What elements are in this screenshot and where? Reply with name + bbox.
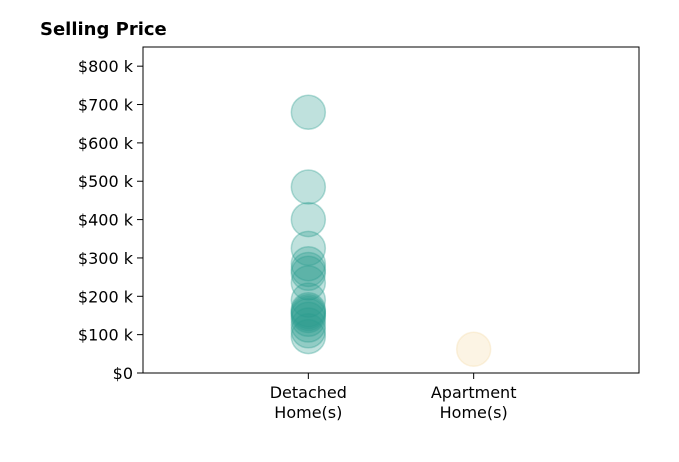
scatter-point (455, 331, 492, 367)
scatter-point (290, 291, 327, 328)
chart-title: Selling Price (40, 19, 167, 40)
y-tick-label: $500 k (78, 172, 134, 191)
y-axis: $0 $100 k $200 k $300 k $400 k $500 k $600 k $7… (78, 57, 143, 383)
scatter-points (290, 94, 492, 367)
scatter-point (290, 94, 327, 130)
plot-area-frame (142, 46, 640, 374)
scatter-point (290, 301, 327, 338)
scatter-point (290, 265, 327, 301)
scatter-point (290, 297, 327, 334)
scatter-point (290, 313, 327, 349)
y-tick-label: $800 k (78, 57, 134, 76)
y-tick-label: $300 k (78, 249, 134, 268)
x-tick-label: Detached Home(s) (270, 383, 347, 422)
scatter-point (290, 201, 327, 238)
scatter-point (290, 293, 327, 330)
x-tick-label: Apartment Home(s) (431, 383, 517, 422)
scatter-point (290, 307, 327, 343)
y-tick-label: $600 k (78, 134, 134, 153)
y-tick-label: $400 k (78, 211, 134, 230)
y-tick-label: $100 k (78, 326, 134, 345)
scatter-point (290, 169, 327, 205)
x-axis: Detached Home(s) Apartment Home(s) (270, 373, 517, 422)
scatter-point (290, 255, 327, 292)
y-tick-label: $0 (113, 364, 133, 383)
y-tick-label: $700 k (78, 96, 134, 115)
scatter-point (290, 230, 327, 267)
scatter-point (290, 245, 327, 282)
scatter-point (290, 295, 327, 332)
y-tick-label: $200 k (78, 287, 134, 306)
scatter-point (290, 318, 327, 355)
scatter-point (290, 282, 327, 318)
scatter-point (290, 251, 327, 288)
